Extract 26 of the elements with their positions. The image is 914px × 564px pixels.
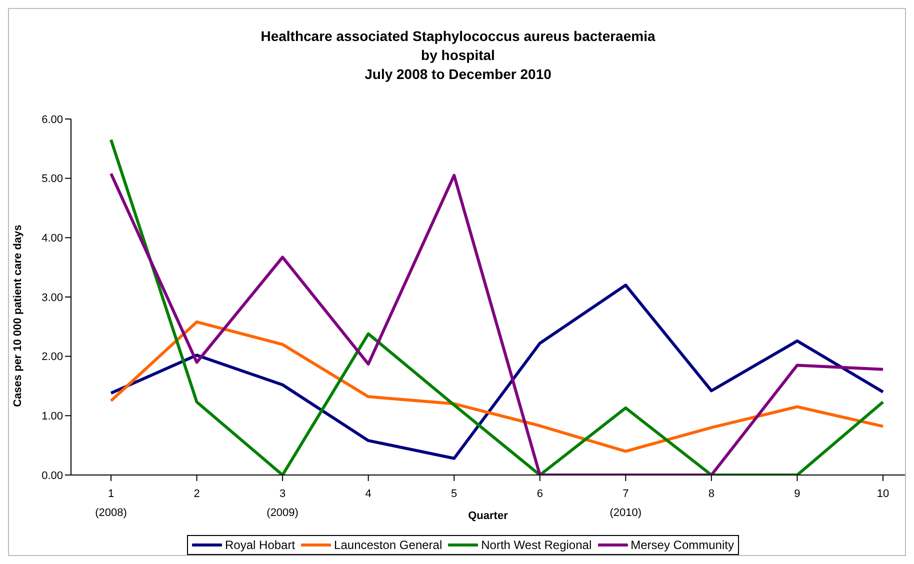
- x-tick-label: 4: [365, 488, 372, 500]
- legend-label: Mersey Community: [630, 538, 734, 552]
- y-tick-label: 6.00: [42, 114, 63, 126]
- x-tick-label: 2: [194, 488, 200, 500]
- x-tick-label: 10: [876, 488, 890, 500]
- legend-label: North West Regional: [480, 538, 592, 552]
- x-axis-title: Quarter: [468, 510, 509, 522]
- x-tick-label: 7 (2010): [610, 488, 642, 519]
- chart-title: Healthcare associated Staphylococcus aureus bacteraemia by hospital July 2008 to December 2010: [260, 27, 656, 84]
- y-tick-label: 1.00: [42, 410, 63, 423]
- x-tick-label: 9: [794, 488, 800, 500]
- y-axis-title: Cases per 10 000 patient care days: [12, 224, 24, 407]
- y-tick-label: 2.00: [42, 351, 63, 364]
- x-tick-label: 3 (2009): [266, 488, 298, 519]
- line-series: [110, 320, 884, 453]
- legend-label: Launceston General: [333, 538, 442, 552]
- y-tick-label: 0.00: [42, 470, 63, 482]
- x-tick-label: 6: [536, 488, 543, 500]
- line-series: [110, 284, 884, 460]
- y-tick-label: 4.00: [42, 232, 63, 245]
- legend-label: Royal Hobart: [224, 538, 296, 552]
- y-tick-label: 3.00: [42, 292, 63, 304]
- x-tick-label: 8: [708, 488, 715, 500]
- x-tick-label: 1 (2008): [95, 488, 127, 519]
- y-tick-label: 5.00: [42, 173, 63, 186]
- x-tick-label: 5: [451, 488, 458, 500]
